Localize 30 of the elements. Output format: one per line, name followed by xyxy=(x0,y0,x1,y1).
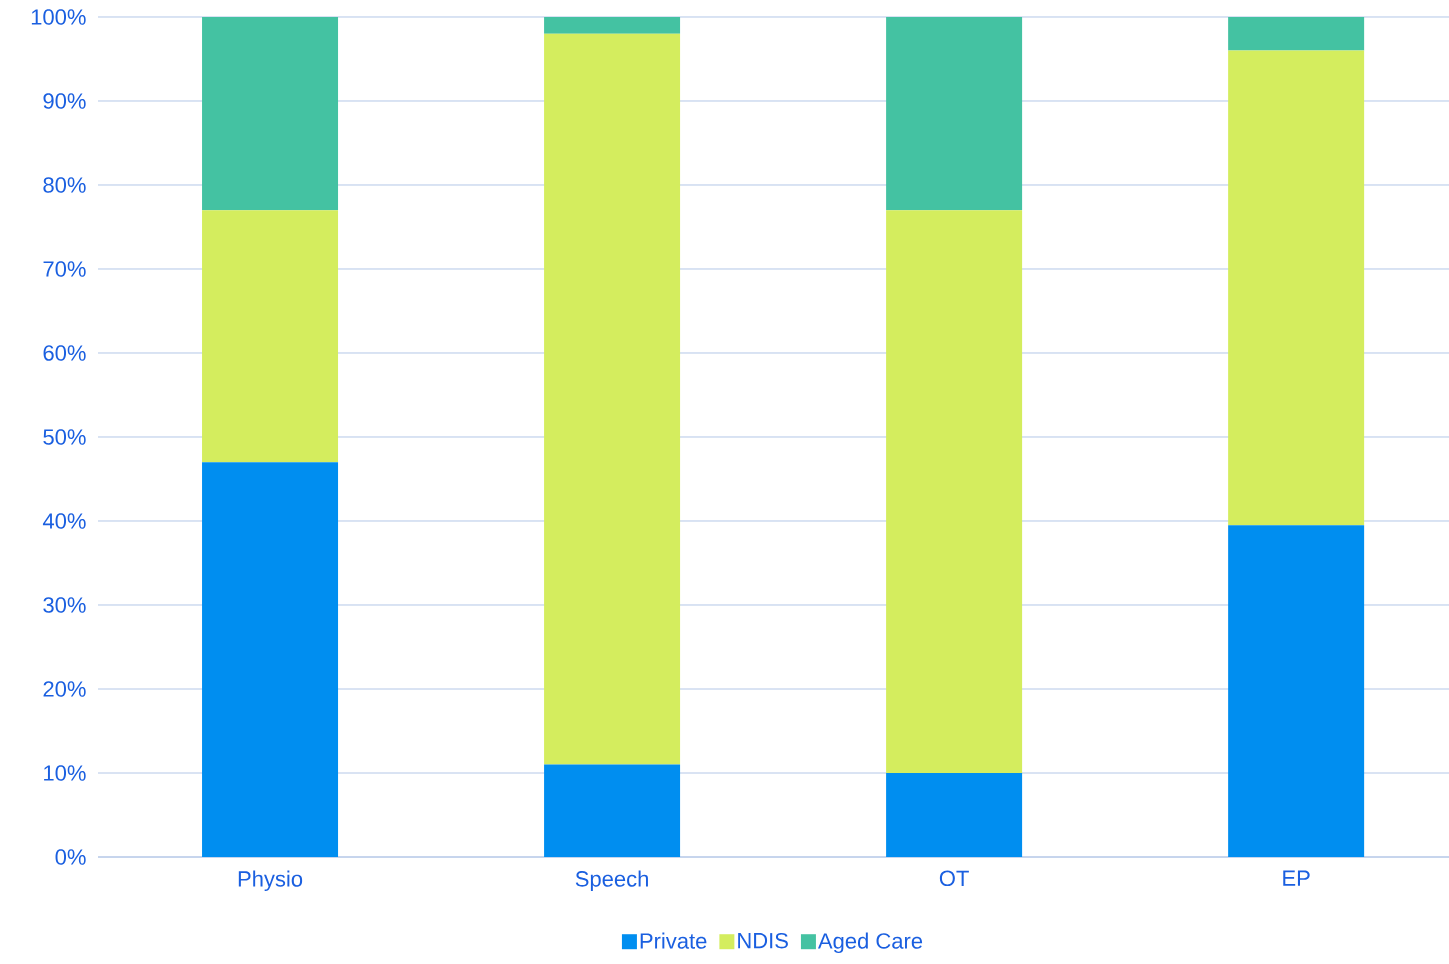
y-tick-label: 80% xyxy=(43,177,86,193)
bar xyxy=(544,16,681,34)
x-tick-label: OT xyxy=(939,870,969,887)
y-tick-label: 10% xyxy=(44,765,86,781)
y-tick-label: 50% xyxy=(43,429,86,445)
y-tick-label: 40% xyxy=(42,513,86,529)
bar xyxy=(202,462,339,857)
x-tick-label: EP xyxy=(1283,870,1310,886)
x-tick-label: Speech xyxy=(575,870,648,892)
bar xyxy=(544,764,681,857)
bar xyxy=(544,33,681,765)
legend-label: Private xyxy=(640,932,707,949)
y-tick-label: 60% xyxy=(43,345,86,361)
x-tick-label: Physio xyxy=(238,870,303,892)
legend-label: Aged Care xyxy=(817,932,923,954)
y-tick-label: 0% xyxy=(55,849,86,865)
legend-label: NDIS xyxy=(738,932,788,949)
bar xyxy=(202,16,339,211)
y-tick-label: 100% xyxy=(31,9,86,25)
y-tick-label: 70% xyxy=(43,261,86,277)
bar xyxy=(886,773,1023,857)
y-tick-label: 90% xyxy=(43,93,86,109)
bar xyxy=(1228,525,1365,857)
y-tick-label: 20% xyxy=(43,681,86,697)
bar xyxy=(1228,16,1365,51)
y-tick-label: 30% xyxy=(43,597,86,613)
bar xyxy=(886,210,1023,773)
bar xyxy=(1228,50,1365,526)
bar xyxy=(886,16,1023,211)
bar xyxy=(202,210,339,463)
